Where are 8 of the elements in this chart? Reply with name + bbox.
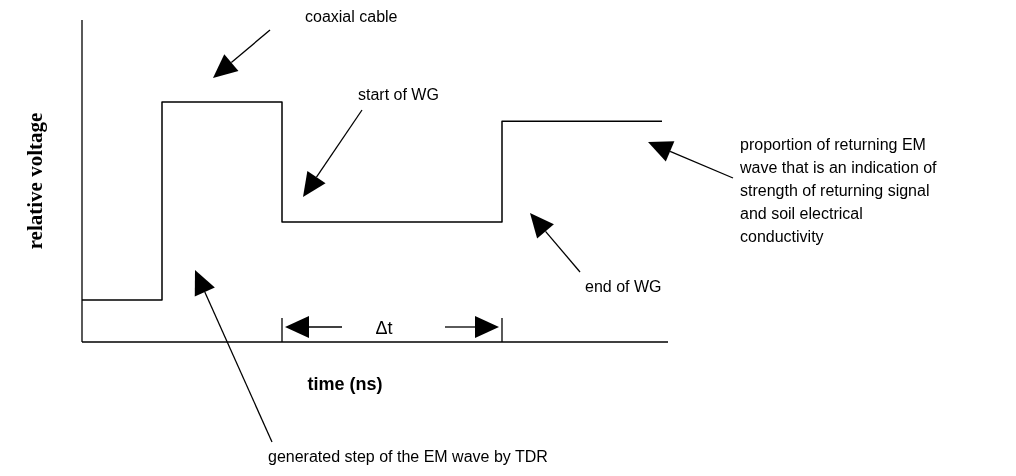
annotation: end of WG: [585, 278, 662, 295]
annotation: start of WG: [358, 86, 439, 103]
text: proportion of returning EM wave that is an indication of strength of returning signal and soil electrical conductivity: [739, 136, 938, 245]
text: generated step of the EM wave by TDR: [268, 448, 548, 465]
annotation: Δt: [375, 318, 393, 338]
text: coaxial cable: [305, 8, 398, 25]
y-axis-title: relative voltage: [23, 112, 47, 250]
x-axis-title: time (ns): [307, 374, 383, 394]
